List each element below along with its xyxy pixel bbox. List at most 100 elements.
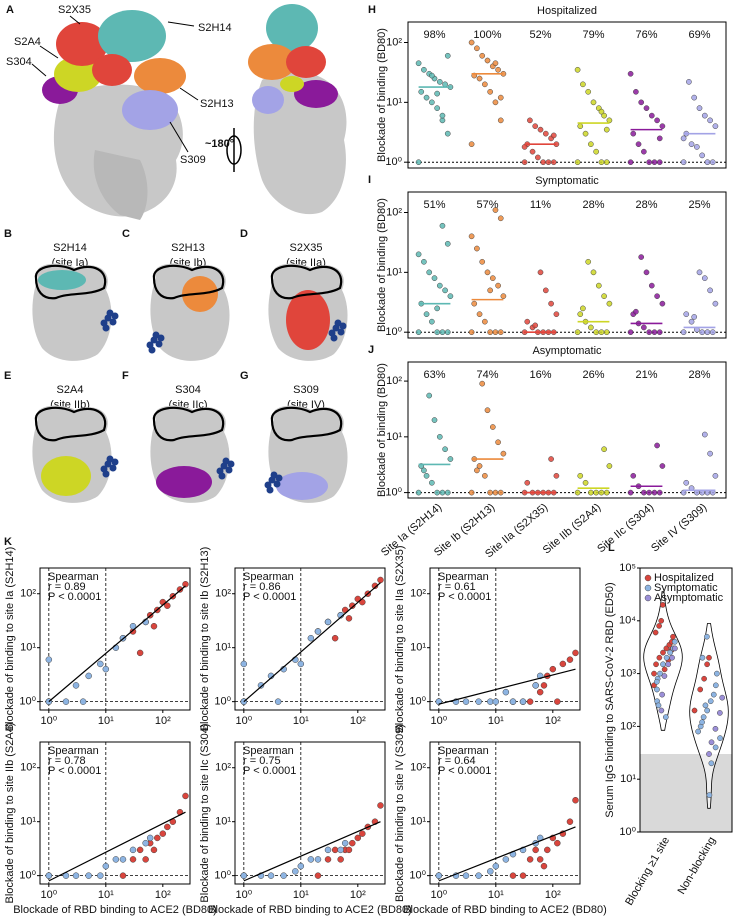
data-point xyxy=(654,117,660,124)
y-tick-label: 10⁰ xyxy=(385,326,402,338)
data-point xyxy=(667,649,673,656)
data-point xyxy=(712,300,719,307)
data-point xyxy=(651,670,657,677)
data-point xyxy=(585,258,592,265)
data-point xyxy=(487,88,493,95)
data-point xyxy=(660,649,666,656)
data-point xyxy=(497,94,504,101)
data-point xyxy=(415,60,422,67)
data-point xyxy=(489,275,496,281)
data-point xyxy=(707,698,714,705)
annotation: r = 0.61 xyxy=(438,581,476,593)
data-point xyxy=(648,112,655,119)
percent-label: 98% xyxy=(423,29,445,41)
annotation: P < 0.0001 xyxy=(48,765,101,777)
data-point xyxy=(553,472,560,479)
data-point xyxy=(475,698,482,705)
data-point xyxy=(377,576,384,584)
annotation: r = 0.78 xyxy=(48,755,86,767)
data-point xyxy=(436,282,443,289)
x-axis-label: Blockade of RBD binding to ACE2 (BD80) xyxy=(208,904,412,916)
data-point xyxy=(468,329,475,336)
structure-shape xyxy=(31,63,47,77)
data-point xyxy=(655,702,662,709)
percent-label: 16% xyxy=(529,369,551,381)
data-point xyxy=(112,856,120,863)
data-point xyxy=(559,660,567,668)
antibody-label: S2A4 xyxy=(57,384,84,396)
data-point xyxy=(699,329,706,336)
glycan xyxy=(266,486,274,494)
fit-line xyxy=(243,821,381,882)
panel-letter: D xyxy=(240,228,248,240)
data-point xyxy=(659,463,666,469)
data-point xyxy=(593,489,600,496)
x-tick-label: Site IIc (S304) xyxy=(595,501,656,555)
data-point xyxy=(474,245,480,252)
data-point xyxy=(349,839,356,847)
legend-marker xyxy=(644,584,652,592)
data-point xyxy=(476,463,483,469)
data-point xyxy=(704,159,711,166)
y-tick-label: 10⁰ xyxy=(385,156,402,168)
rbd-structure xyxy=(268,263,348,361)
epitope-patch xyxy=(156,466,212,498)
data-point xyxy=(606,463,613,469)
data-point xyxy=(709,159,716,166)
data-point xyxy=(142,856,149,863)
structure-shape xyxy=(69,15,81,25)
data-point xyxy=(492,99,499,106)
data-point xyxy=(648,282,655,289)
data-point xyxy=(665,661,672,668)
data-point xyxy=(540,682,548,689)
data-point xyxy=(487,329,493,336)
panel-letter: J xyxy=(368,344,374,356)
data-point xyxy=(519,872,527,879)
data-point xyxy=(484,57,491,64)
data-point xyxy=(686,79,692,85)
violin-outline xyxy=(643,591,683,731)
data-point xyxy=(701,675,707,682)
data-point xyxy=(492,489,499,496)
data-point xyxy=(297,660,305,668)
data-point xyxy=(129,846,137,854)
data-point xyxy=(659,300,666,307)
glycan xyxy=(111,458,119,466)
data-point xyxy=(500,450,507,457)
data-point xyxy=(601,112,607,119)
glycan xyxy=(273,480,281,488)
data-point xyxy=(704,329,711,336)
data-point xyxy=(598,159,605,166)
data-point xyxy=(444,329,451,336)
data-point xyxy=(577,311,584,318)
data-point xyxy=(434,90,440,97)
data-point xyxy=(688,141,695,148)
annotation: Spearman xyxy=(48,571,99,583)
glycan xyxy=(227,460,235,468)
data-point xyxy=(627,70,634,77)
data-point xyxy=(549,665,557,673)
percent-label: 21% xyxy=(635,369,657,381)
data-point xyxy=(577,123,584,130)
y-tick-label: 10² xyxy=(215,588,231,600)
data-point xyxy=(536,688,544,696)
data-point xyxy=(580,81,586,88)
data-point xyxy=(706,751,712,757)
x-tick-label: 10² xyxy=(155,715,171,727)
epitope-patch xyxy=(38,270,86,290)
data-point xyxy=(434,489,440,496)
data-point xyxy=(487,489,493,496)
annotation: P < 0.0001 xyxy=(48,591,101,603)
annotation: r = 0.75 xyxy=(243,755,281,767)
data-point xyxy=(509,698,517,705)
fit-line xyxy=(48,811,186,882)
data-point xyxy=(706,654,712,661)
structure-shape xyxy=(286,46,326,78)
data-point xyxy=(653,661,659,668)
data-point xyxy=(574,329,581,336)
glycan xyxy=(102,470,110,478)
data-point xyxy=(707,117,713,124)
structure-shape xyxy=(134,58,186,94)
data-point xyxy=(462,872,470,879)
